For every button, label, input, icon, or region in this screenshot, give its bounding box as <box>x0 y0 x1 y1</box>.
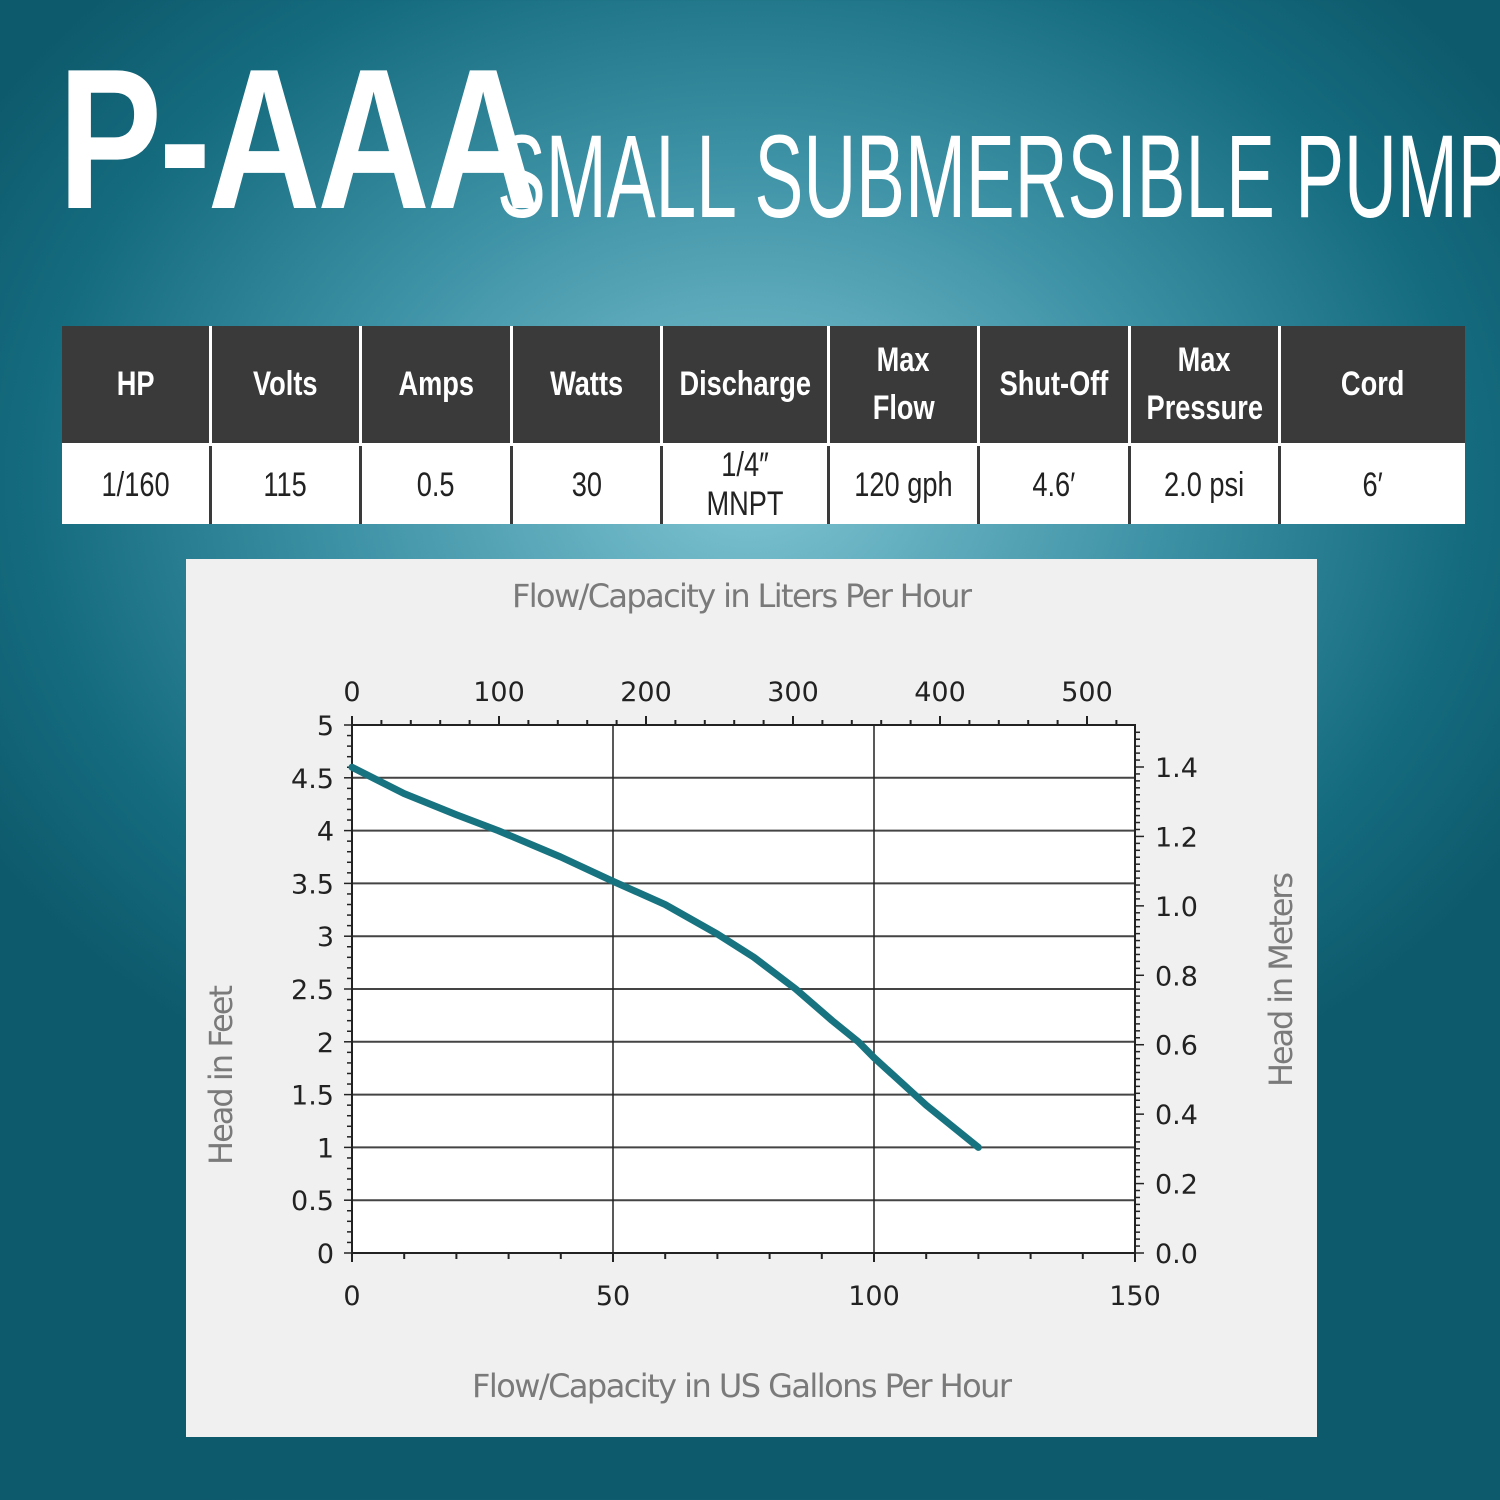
spec-header: Cord <box>1279 326 1465 445</box>
right-tick-label: 0.8 <box>1155 961 1198 992</box>
spec-value-text: 120 gph <box>854 465 953 504</box>
spec-header-label: Pressure <box>1146 388 1263 427</box>
spec-value: 4.6′ <box>978 443 1131 524</box>
y-tick-label: 0 <box>317 1239 334 1270</box>
spec-header: Volts <box>210 326 362 445</box>
y-axis-title: Head in Feet <box>202 985 240 1165</box>
right-tick-label: 0.0 <box>1155 1239 1198 1270</box>
spec-value: 0.5 <box>360 443 513 524</box>
spec-value-row: 1/160 115 0.5 30 1/4″ MNPT 120 gph 4.6′ 2.0 psi… <box>62 443 1465 524</box>
y-tick-label: 3.5 <box>291 869 334 900</box>
spec-value-text: 6′ <box>1362 465 1384 504</box>
x-axis-title: Flow/Capacity in US Gallons Per Hour <box>472 1367 1013 1405</box>
top-tick-label: 300 <box>767 677 819 708</box>
pump-curve-chart: Flow/Capacity in Liters Per Hour Flow/Ca… <box>186 559 1317 1437</box>
spec-header-label: Max <box>877 340 930 379</box>
spec-header: HP <box>62 326 212 445</box>
model-title: P-AAA <box>58 28 540 251</box>
y-tick-label: 4.5 <box>291 764 334 795</box>
y-tick-label: 0.5 <box>291 1186 334 1217</box>
spec-value-text: 1/4″ MNPT <box>706 446 784 523</box>
spec-header-label: Discharge <box>679 364 811 403</box>
spec-value-text: 1/160 <box>101 465 170 504</box>
spec-value-text: 115 <box>263 465 308 504</box>
top-tick-label: 100 <box>473 677 525 708</box>
x-tick-label: 150 <box>1109 1281 1161 1312</box>
pump-curve-line <box>348 763 982 1151</box>
spec-value: 1/4″ MNPT <box>661 443 830 524</box>
right-tick-label: 1.0 <box>1155 892 1198 923</box>
chart-svg: Flow/Capacity in Liters Per Hour Flow/Ca… <box>202 577 1300 1405</box>
spec-header-row: HP Volts Amps Watts Discharge Max Flow Shut-Off… <box>62 326 1465 445</box>
spec-value: 2.0 psi <box>1129 443 1281 524</box>
y-tick-label: 4 <box>317 817 334 848</box>
spec-header-label: HP <box>116 364 155 403</box>
spec-value-text: 2.0 psi <box>1164 465 1245 504</box>
x-tick-label: 0 <box>343 1281 360 1312</box>
right-tick-label: 1.2 <box>1155 822 1198 853</box>
y-tick-label: 3 <box>317 922 334 953</box>
spec-header-label: Amps <box>398 364 474 403</box>
x-tick-label: 50 <box>596 1281 630 1312</box>
spec-header-label: Flow <box>872 388 935 427</box>
spec-value: 1/160 <box>62 443 212 524</box>
spec-value: 30 <box>511 443 663 524</box>
right-tick-label: 0.6 <box>1155 1031 1198 1062</box>
x-tick-label: 100 <box>848 1281 900 1312</box>
spec-value-text: 30 <box>571 465 602 504</box>
spec-value: 6′ <box>1279 443 1465 524</box>
spec-header-label: Max <box>1178 340 1231 379</box>
right-tick-label: 0.4 <box>1155 1100 1198 1131</box>
top-tick-label: 0 <box>343 677 360 708</box>
right-tick-label: 0.2 <box>1155 1170 1198 1201</box>
spec-header: Max Flow <box>828 326 980 445</box>
spec-value-text: 4.6′ <box>1032 465 1076 504</box>
spec-header: Amps <box>360 326 513 445</box>
spec-header-label: Cord <box>1341 364 1405 403</box>
right-tick-label: 1.4 <box>1155 753 1198 784</box>
top-tick-label: 200 <box>620 677 672 708</box>
y-tick-label: 2.5 <box>291 975 334 1006</box>
y-tick-label: 2 <box>317 1028 334 1059</box>
spec-header-label: Volts <box>253 364 318 403</box>
y-tick-label: 1.5 <box>291 1081 334 1112</box>
top-tick-label: 500 <box>1061 677 1113 708</box>
spec-header: Discharge <box>661 326 830 445</box>
spec-table: HP Volts Amps Watts Discharge Max Flow Shut-Off… <box>62 326 1465 524</box>
product-description: SMALL SUBMERSIBLE PUMP <box>497 111 1500 243</box>
spec-header-label: Shut-Off <box>999 364 1109 403</box>
top-axis-title: Flow/Capacity in Liters Per Hour <box>512 577 973 615</box>
top-tick-label: 400 <box>914 677 966 708</box>
y-tick-label: 1 <box>317 1133 334 1164</box>
spec-value: 120 gph <box>828 443 980 524</box>
spec-header: Shut-Off <box>978 326 1131 445</box>
spec-header: Max Pressure <box>1129 326 1281 445</box>
spec-value: 115 <box>210 443 362 524</box>
right-axis-title: Head in Meters <box>1262 872 1300 1087</box>
y-tick-label: 5 <box>317 711 334 742</box>
spec-header: Watts <box>511 326 663 445</box>
spec-header-label: Watts <box>549 364 624 403</box>
spec-value-text: 0.5 <box>417 465 455 504</box>
